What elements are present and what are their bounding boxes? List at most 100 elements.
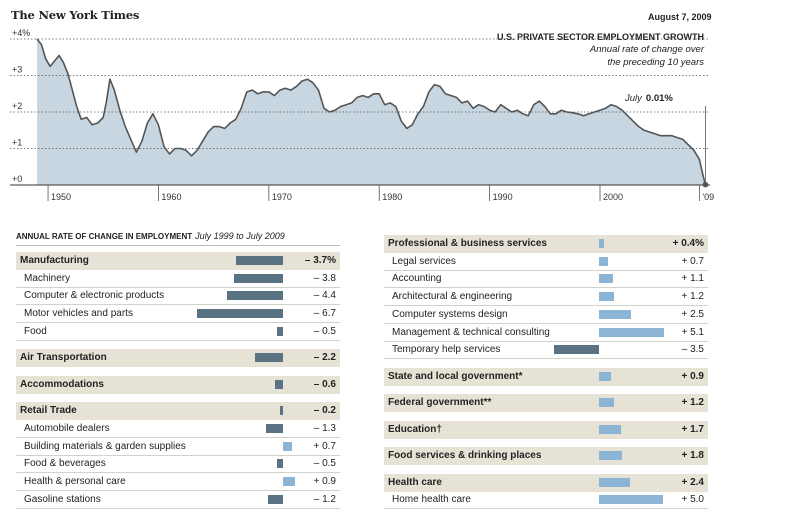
industry-label: Computer systems design (392, 308, 508, 320)
industry-header-row: Manufacturing – 3.7% (16, 252, 340, 270)
industry-header-row: Education† + 1.7 (384, 420, 708, 439)
change-value: + 0.4% (672, 238, 704, 249)
change-value: – 2.2 (313, 352, 336, 364)
industry-label: Architectural & engineering (392, 291, 513, 303)
industry-row: Gasoline stations – 1.2 (16, 491, 340, 509)
x-tick-label: '09 (702, 192, 714, 202)
industry-label: Machinery (24, 272, 71, 284)
industry-label: Computer & electronic products (24, 290, 165, 302)
y-tick-label: +4% (12, 28, 30, 38)
chart-title: U.S. PRIVATE SECTOR EMPLOYMENT GROWTH (496, 32, 704, 42)
x-tick-label: 1990 (493, 192, 513, 202)
x-tick-label: 2000 (603, 192, 623, 202)
change-value: – 3.8 (313, 272, 336, 284)
industry-header-row: Accommodations – 0.6 (16, 375, 340, 394)
change-bar (266, 424, 283, 433)
change-bar (599, 239, 605, 248)
industry-row: Computer systems design + 2.5 (384, 306, 708, 324)
change-value: – 6.7 (313, 308, 336, 320)
change-value: + 0.7 (681, 255, 704, 267)
change-bar (599, 256, 608, 266)
industry-label: Food services & drinking places (388, 450, 542, 462)
industry-label: Manufacturing (20, 255, 89, 266)
y-tick-label: +2 (12, 101, 22, 111)
x-tick-label: 1980 (382, 192, 402, 202)
y-tick-label: +3 (12, 65, 22, 75)
industry-header-row: Air Transportation – 2.2 (16, 349, 340, 368)
industry-row: Management & technical consulting + 5.1 (384, 324, 708, 342)
change-bar (226, 291, 283, 301)
industry-label: Health & personal care (24, 476, 126, 488)
change-bar (276, 326, 283, 336)
change-value: – 0.5 (313, 325, 336, 337)
industry-label: Federal government** (388, 397, 492, 409)
latest-point (702, 181, 709, 188)
industry-row: Health & personal care + 0.9 (16, 473, 340, 492)
industry-label: Education† (388, 423, 442, 435)
industry-label: Automobile dealers (24, 423, 110, 434)
change-value: + 0.9 (681, 370, 704, 382)
change-bar (275, 379, 283, 389)
industry-row: Machinery – 3.8 (16, 270, 340, 288)
y-tick-label: +1 (12, 138, 22, 148)
change-bar (599, 371, 611, 381)
change-bar (280, 406, 283, 416)
change-bar (599, 274, 614, 284)
industry-label: Gasoline stations (24, 493, 101, 505)
publication-date: August 7, 2009 (648, 12, 712, 22)
change-bar (599, 292, 615, 302)
change-bar (599, 327, 665, 337)
industry-row: Architectural & engineering + 1.2 (384, 288, 708, 307)
change-value: + 1.2 (681, 291, 704, 303)
change-value: + 0.7 (313, 440, 336, 452)
change-bar (254, 353, 283, 363)
change-value: + 1.1 (681, 273, 704, 285)
industry-row: Building materials & garden supplies + 0.… (16, 438, 340, 456)
x-tick-label: 1950 (51, 192, 71, 202)
industry-label: Accounting (392, 273, 442, 285)
change-value: + 1.7 (681, 423, 704, 435)
table-title-divider (16, 245, 340, 246)
masthead: The New York Times (11, 8, 140, 22)
series-line (36, 38, 707, 185)
change-value: + 0.9 (313, 476, 336, 488)
change-bar (599, 495, 663, 505)
change-value: + 5.0 (681, 494, 704, 506)
industry-row: Motor vehicles and parts – 6.7 (16, 305, 340, 324)
change-bar (554, 345, 599, 355)
industry-label: Legal services (392, 255, 456, 267)
industry-header-row: Food services & drinking places + 1.8 (384, 447, 708, 466)
industry-header-row: Professional & business services + 0.4% (384, 235, 708, 253)
employment-growth-chart: +4% +3 +2 +1 +0 1950 1960 1970 1980 1990 2000 '09 (10, 28, 714, 202)
change-bar (283, 441, 292, 451)
industry-label: Professional & business services (388, 238, 547, 249)
change-bar (235, 256, 283, 265)
callout-value: 0.01% (645, 93, 673, 104)
industry-label: State and local government* (388, 370, 523, 382)
change-bar (267, 494, 283, 504)
change-bar (197, 309, 283, 319)
change-value: + 1.8 (681, 450, 704, 462)
table-period: July 1999 to July 2009 (195, 231, 285, 241)
industry-label: Retail Trade (20, 405, 77, 417)
x-tick-label: 1960 (161, 192, 181, 202)
latest-value-callout: July 0.01% (625, 93, 673, 104)
change-value: – 1.2 (313, 493, 336, 505)
change-value: + 2.5 (681, 308, 704, 320)
x-tick-label: 1970 (272, 192, 292, 202)
industry-header-row: State and local government* + 0.9 (384, 367, 708, 386)
change-value: + 5.1 (681, 326, 704, 338)
industry-label: Home health care (392, 494, 471, 506)
change-value: – 0.5 (313, 458, 336, 470)
industry-label: Accommodations (20, 378, 104, 390)
change-bar (234, 273, 283, 283)
change-value: + 2.4 (681, 476, 704, 488)
industry-label: Management & technical consulting (392, 326, 550, 338)
industry-label: Food (24, 325, 47, 337)
industry-row: Temporary help services – 3.5 (384, 341, 708, 360)
change-bar (599, 309, 631, 319)
change-bar (599, 451, 623, 461)
change-bar (599, 398, 615, 408)
industry-label: Air Transportation (20, 352, 107, 364)
chart-subtitle: Annual rate of change over the preceding… (589, 44, 704, 68)
